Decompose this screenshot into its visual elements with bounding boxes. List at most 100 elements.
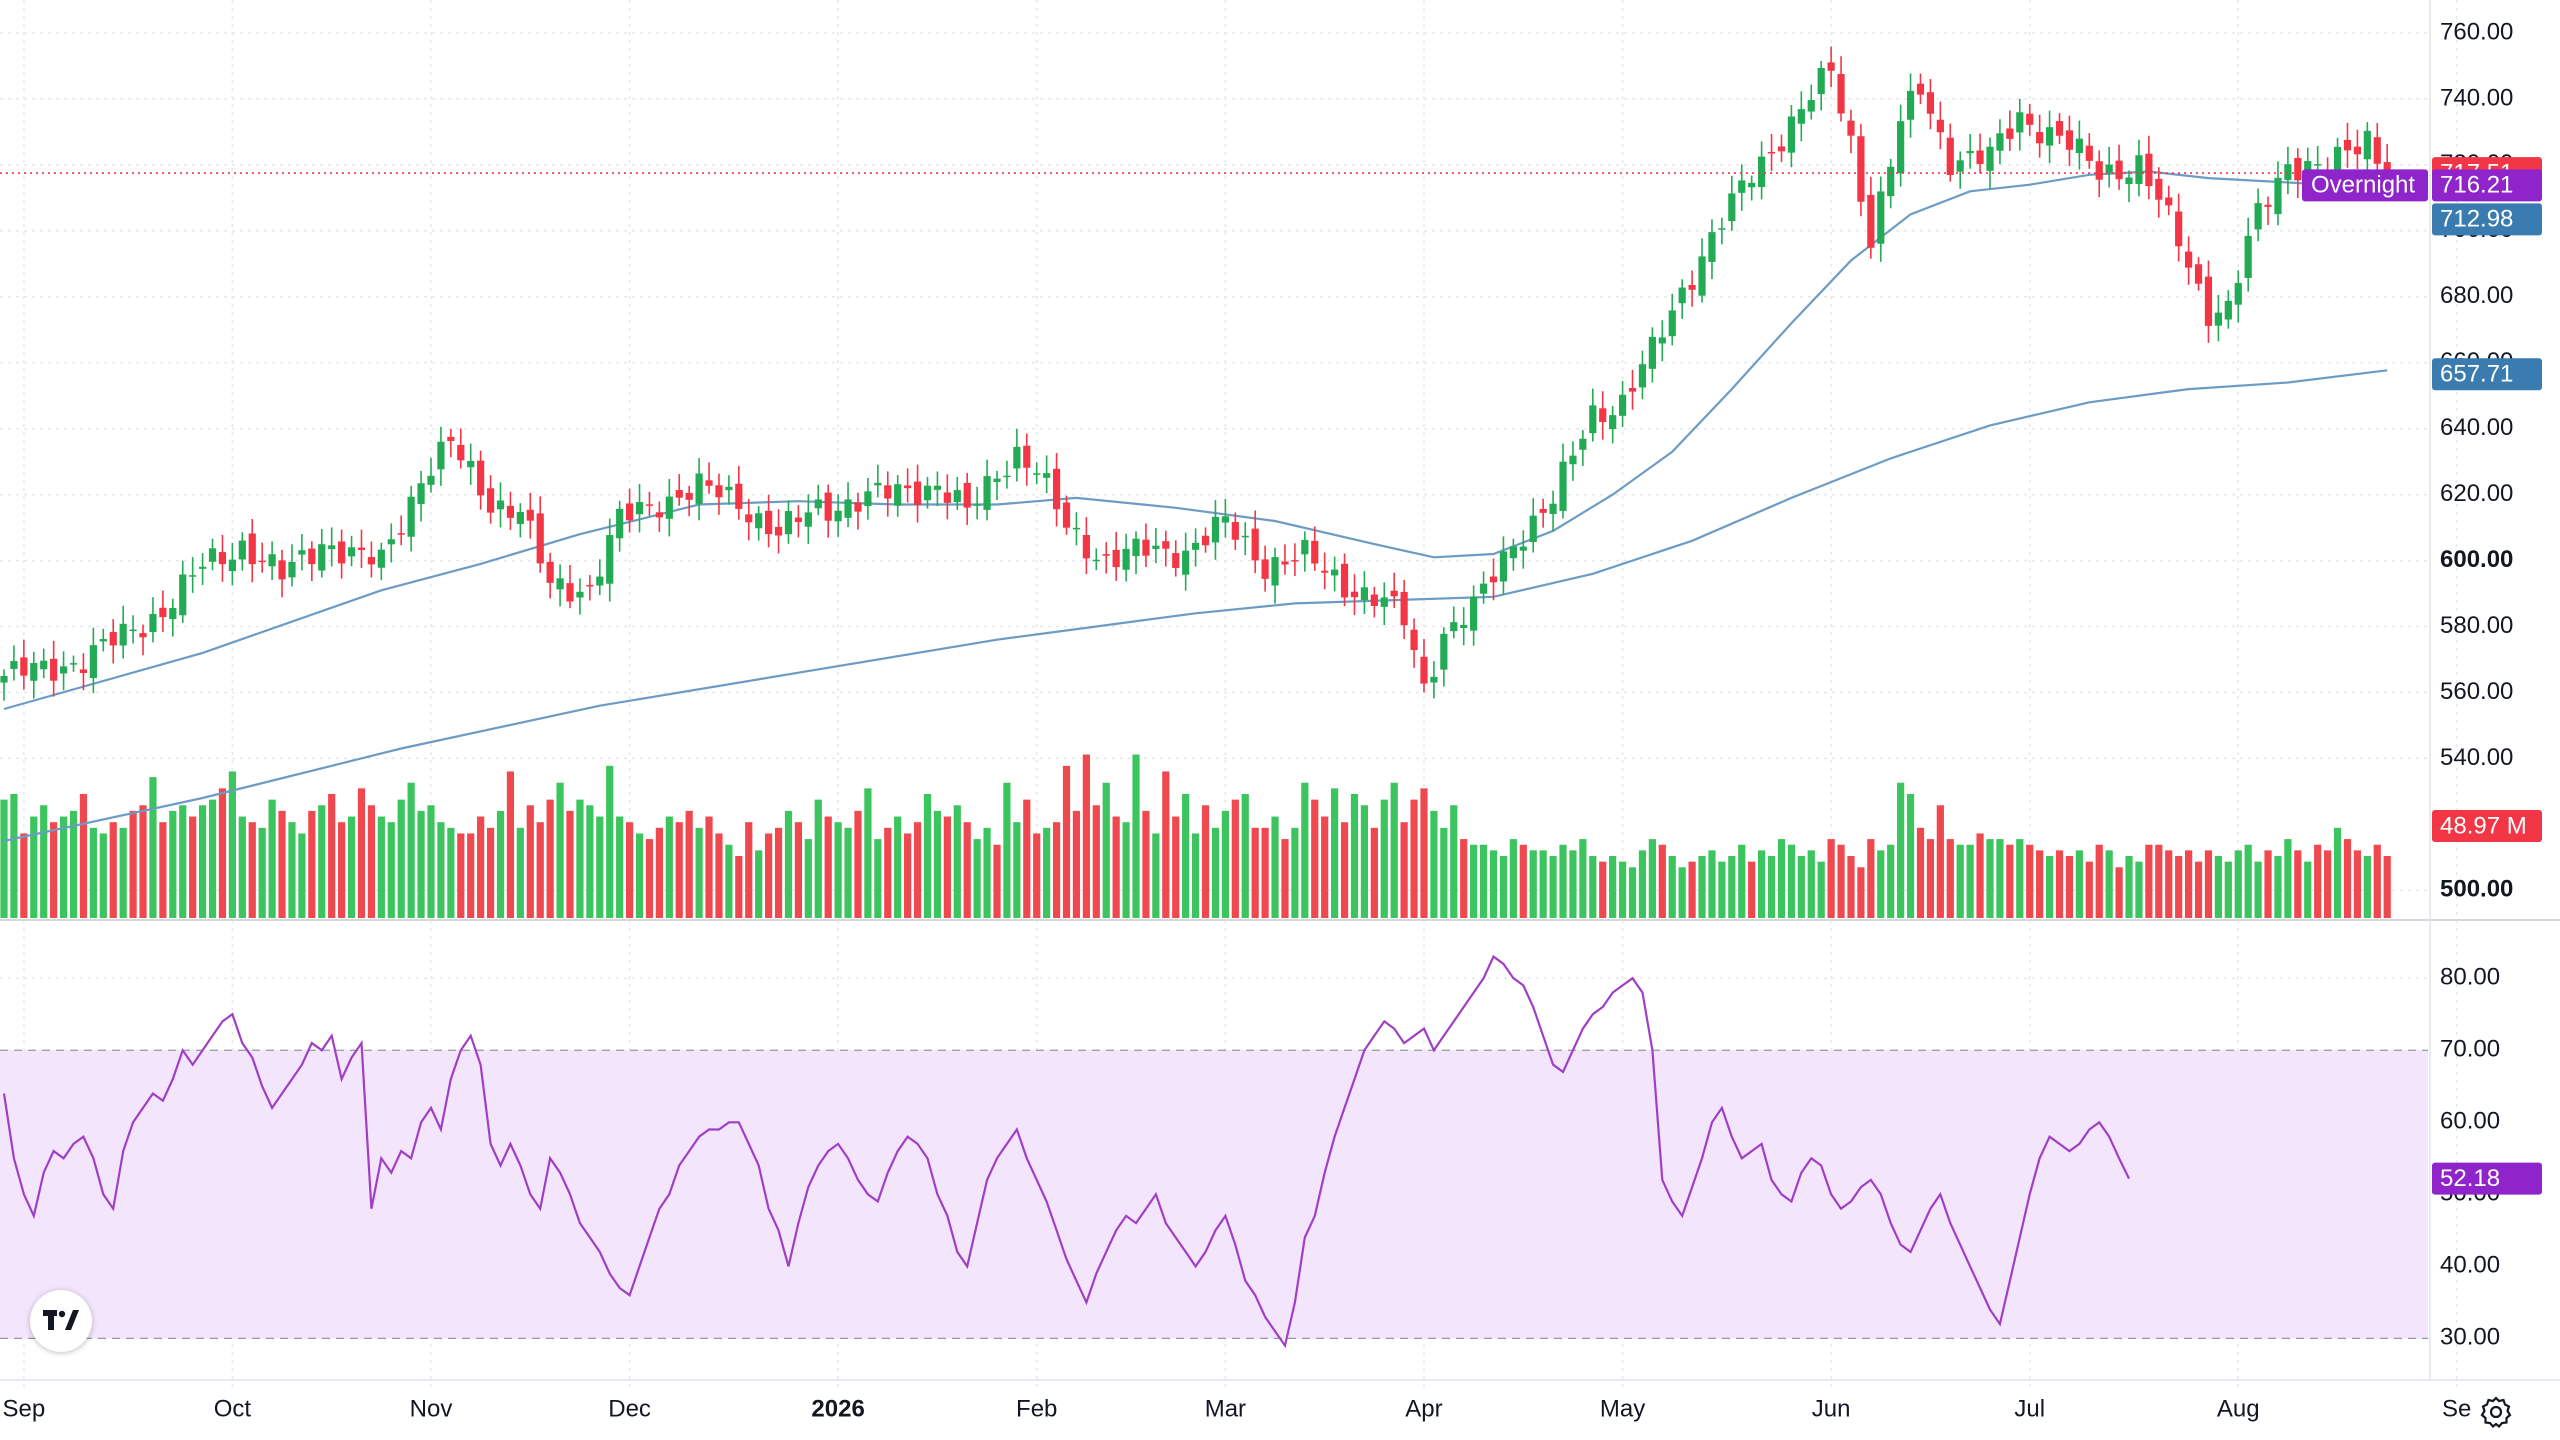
candle[interactable] [278, 549, 286, 598]
candle[interactable] [447, 428, 455, 458]
candle[interactable] [586, 575, 594, 601]
gear-icon[interactable] [2478, 1394, 2514, 1430]
candle[interactable] [268, 541, 276, 581]
candle[interactable] [199, 553, 207, 585]
candle[interactable] [238, 532, 246, 571]
candle[interactable] [1251, 510, 1259, 574]
candle[interactable] [2105, 146, 2113, 188]
candle[interactable] [1380, 582, 1388, 626]
candle[interactable] [1420, 638, 1428, 693]
candle[interactable] [1599, 391, 1607, 440]
candle[interactable] [2095, 150, 2103, 198]
candle[interactable] [566, 565, 574, 609]
candle[interactable] [298, 534, 306, 571]
candle[interactable] [1589, 388, 1597, 442]
candle[interactable] [2165, 185, 2173, 216]
candle[interactable] [338, 529, 346, 579]
candle[interactable] [2353, 129, 2362, 170]
candle[interactable] [89, 627, 97, 694]
candle[interactable] [983, 459, 991, 521]
candle[interactable] [427, 457, 435, 493]
time-axis[interactable]: Sep Oct Nov Dec 2026 Feb Mar Apr May Jun Jul Aug Se [3, 1395, 2472, 1422]
candle[interactable] [943, 474, 951, 520]
candle[interactable] [1797, 91, 1805, 142]
candle[interactable] [2294, 148, 2302, 198]
candle[interactable] [1092, 548, 1100, 571]
candle[interactable] [2343, 122, 2352, 168]
candle[interactable] [1003, 460, 1011, 489]
candle[interactable] [745, 499, 753, 541]
candle[interactable] [546, 552, 554, 599]
candle[interactable] [1499, 536, 1508, 595]
candle[interactable] [1986, 137, 1994, 189]
candle[interactable] [1450, 606, 1458, 639]
candle[interactable] [119, 605, 127, 659]
candle[interactable] [1231, 512, 1239, 550]
candle[interactable] [2194, 257, 2203, 291]
candle[interactable] [755, 506, 763, 541]
candle[interactable] [2155, 167, 2163, 218]
candle[interactable] [655, 501, 663, 532]
candle[interactable] [2026, 103, 2034, 136]
candle[interactable] [1400, 579, 1408, 640]
candle[interactable] [2185, 236, 2193, 285]
candle[interactable] [1738, 164, 1746, 211]
candle[interactable] [923, 476, 932, 509]
candle[interactable] [2145, 135, 2153, 200]
candlesticks[interactable] [0, 46, 2391, 701]
candle[interactable] [526, 492, 534, 539]
candle[interactable] [179, 560, 187, 623]
candle[interactable] [715, 473, 723, 515]
candle[interactable] [834, 494, 842, 537]
candle[interactable] [1489, 558, 1498, 601]
candle[interactable] [1777, 134, 1786, 163]
candle[interactable] [169, 598, 177, 637]
candle[interactable] [576, 578, 584, 615]
candle[interactable] [30, 651, 38, 699]
candle[interactable] [1291, 543, 1299, 577]
candle[interactable] [665, 478, 673, 537]
candle[interactable] [904, 468, 912, 503]
candle[interactable] [2115, 144, 2123, 190]
candle[interactable] [79, 653, 88, 691]
candle[interactable] [1787, 105, 1795, 168]
candle[interactable] [2016, 98, 2024, 151]
candle[interactable] [1638, 350, 1647, 400]
candle[interactable] [1201, 527, 1210, 553]
candle[interactable] [2006, 110, 2014, 151]
candle[interactable] [2234, 270, 2242, 323]
candle[interactable] [1728, 175, 1736, 231]
candle[interactable] [884, 471, 892, 517]
candle[interactable] [69, 655, 78, 672]
candle[interactable] [1748, 175, 1756, 201]
candle[interactable] [516, 503, 524, 538]
candle[interactable] [973, 486, 981, 520]
candle[interactable] [1221, 499, 1229, 538]
candle[interactable] [933, 471, 942, 507]
candle[interactable] [2135, 139, 2143, 197]
candle[interactable] [1847, 109, 1855, 154]
candle[interactable] [2264, 196, 2272, 225]
candle[interactable] [645, 491, 654, 516]
candle[interactable] [2065, 115, 2074, 167]
candle[interactable] [377, 542, 385, 581]
candle[interactable] [1172, 540, 1180, 577]
candle[interactable] [1430, 661, 1438, 699]
candle[interactable] [437, 426, 445, 486]
candle[interactable] [2045, 110, 2054, 164]
candle[interactable] [953, 476, 961, 510]
candle[interactable] [874, 464, 882, 498]
candle[interactable] [1877, 176, 1885, 262]
candle[interactable] [20, 639, 28, 690]
candle[interactable] [2055, 113, 2064, 144]
candle[interactable] [685, 485, 693, 517]
candle[interactable] [1509, 538, 1517, 571]
candle[interactable] [2175, 193, 2183, 262]
candle[interactable] [1996, 119, 2004, 165]
candle[interactable] [635, 483, 644, 533]
candle[interactable] [824, 484, 832, 538]
candle[interactable] [844, 482, 852, 528]
candle[interactable] [1301, 531, 1309, 572]
candle[interactable] [2224, 290, 2232, 329]
candle[interactable] [2085, 133, 2093, 169]
